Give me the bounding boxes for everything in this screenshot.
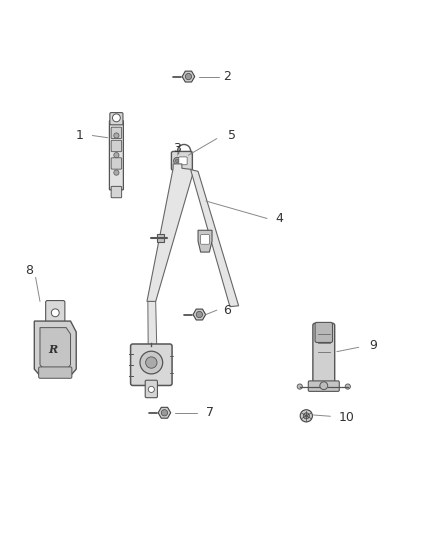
- Circle shape: [303, 413, 309, 419]
- FancyBboxPatch shape: [46, 301, 65, 325]
- Circle shape: [114, 133, 119, 138]
- Text: 8: 8: [25, 264, 33, 277]
- Circle shape: [320, 382, 328, 390]
- FancyBboxPatch shape: [171, 151, 192, 170]
- Circle shape: [300, 410, 312, 422]
- Polygon shape: [148, 302, 157, 358]
- FancyBboxPatch shape: [111, 127, 122, 139]
- Text: 4: 4: [276, 212, 284, 225]
- Circle shape: [113, 114, 120, 122]
- FancyBboxPatch shape: [201, 235, 209, 244]
- Text: 10: 10: [339, 410, 355, 424]
- Circle shape: [51, 309, 59, 317]
- Text: 3: 3: [173, 142, 181, 155]
- Circle shape: [114, 170, 119, 175]
- FancyBboxPatch shape: [131, 344, 172, 385]
- Circle shape: [175, 159, 179, 163]
- Polygon shape: [34, 321, 76, 376]
- FancyBboxPatch shape: [111, 158, 122, 169]
- FancyBboxPatch shape: [111, 187, 122, 198]
- Circle shape: [148, 386, 154, 392]
- FancyBboxPatch shape: [179, 157, 187, 165]
- FancyBboxPatch shape: [111, 140, 122, 152]
- Circle shape: [297, 384, 302, 389]
- Polygon shape: [156, 234, 164, 243]
- FancyBboxPatch shape: [145, 380, 157, 398]
- Polygon shape: [147, 164, 193, 302]
- Polygon shape: [158, 407, 171, 418]
- FancyBboxPatch shape: [313, 323, 335, 384]
- Circle shape: [173, 157, 180, 164]
- Text: 6: 6: [223, 304, 231, 317]
- FancyBboxPatch shape: [308, 381, 339, 391]
- Circle shape: [185, 74, 191, 80]
- Polygon shape: [193, 309, 205, 320]
- FancyBboxPatch shape: [110, 120, 124, 190]
- FancyBboxPatch shape: [39, 367, 72, 378]
- Text: 7: 7: [206, 406, 214, 419]
- Text: 1: 1: [76, 129, 84, 142]
- Polygon shape: [40, 328, 71, 370]
- Circle shape: [161, 410, 168, 416]
- Circle shape: [140, 351, 162, 374]
- Polygon shape: [191, 169, 239, 306]
- FancyBboxPatch shape: [110, 112, 123, 125]
- Circle shape: [114, 152, 119, 158]
- FancyBboxPatch shape: [315, 322, 332, 343]
- Polygon shape: [182, 71, 195, 82]
- Text: 2: 2: [223, 70, 231, 83]
- Text: R: R: [48, 344, 57, 355]
- Text: 9: 9: [370, 338, 378, 352]
- Circle shape: [146, 357, 157, 368]
- Text: 5: 5: [228, 129, 236, 142]
- Circle shape: [196, 311, 202, 318]
- Polygon shape: [198, 230, 212, 252]
- Circle shape: [345, 384, 350, 389]
